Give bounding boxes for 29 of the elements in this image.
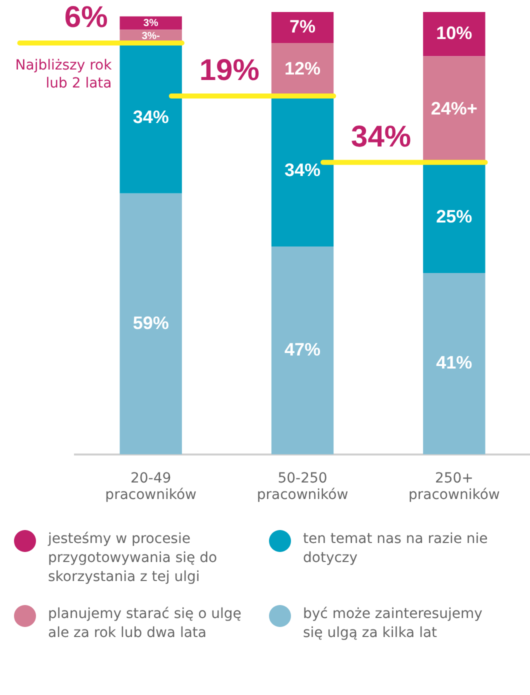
annotation: 34% xyxy=(351,120,412,154)
annotation: Najbliższy rok lub 2 lata xyxy=(15,58,113,92)
x-tick-label: 20-49 pracowników xyxy=(105,470,196,504)
data-label: 47% xyxy=(284,339,321,360)
data-label: 25% xyxy=(436,206,472,227)
legend-label: jesteśmy w procesie przygotowywania się do skorzystania z tej ulgi xyxy=(48,530,218,587)
annotation: 6% xyxy=(64,0,108,34)
annotation: 19% xyxy=(199,54,260,88)
data-label: 24%+ xyxy=(430,98,478,118)
data-label: 34% xyxy=(284,160,321,180)
data-label: 59% xyxy=(132,312,169,333)
data-label: 41% xyxy=(436,352,472,373)
bar xyxy=(423,273,486,454)
bar xyxy=(271,246,334,454)
legend-label: planujemy starać się o ulgę ale za rok lub dwa lata xyxy=(48,605,242,643)
legend-label: być może zainteresujemy się ulgą za kilka lat xyxy=(303,605,484,643)
legend-label: ten temat nas na razie nie dotyczy xyxy=(303,530,489,568)
bar xyxy=(423,12,486,56)
data-label: 7% xyxy=(289,16,316,36)
data-label: 34% xyxy=(132,107,169,128)
data-label: 3% xyxy=(143,18,158,29)
x-tick-label: 250+ pracowników xyxy=(408,470,500,504)
data-label: 12% xyxy=(284,58,321,78)
bar xyxy=(120,16,182,30)
x-tick-label: 50-250 pracowników xyxy=(256,470,348,504)
bar xyxy=(120,193,182,454)
data-label: 3%- xyxy=(142,31,160,42)
data-label: 10% xyxy=(436,23,472,44)
bar xyxy=(271,12,334,43)
